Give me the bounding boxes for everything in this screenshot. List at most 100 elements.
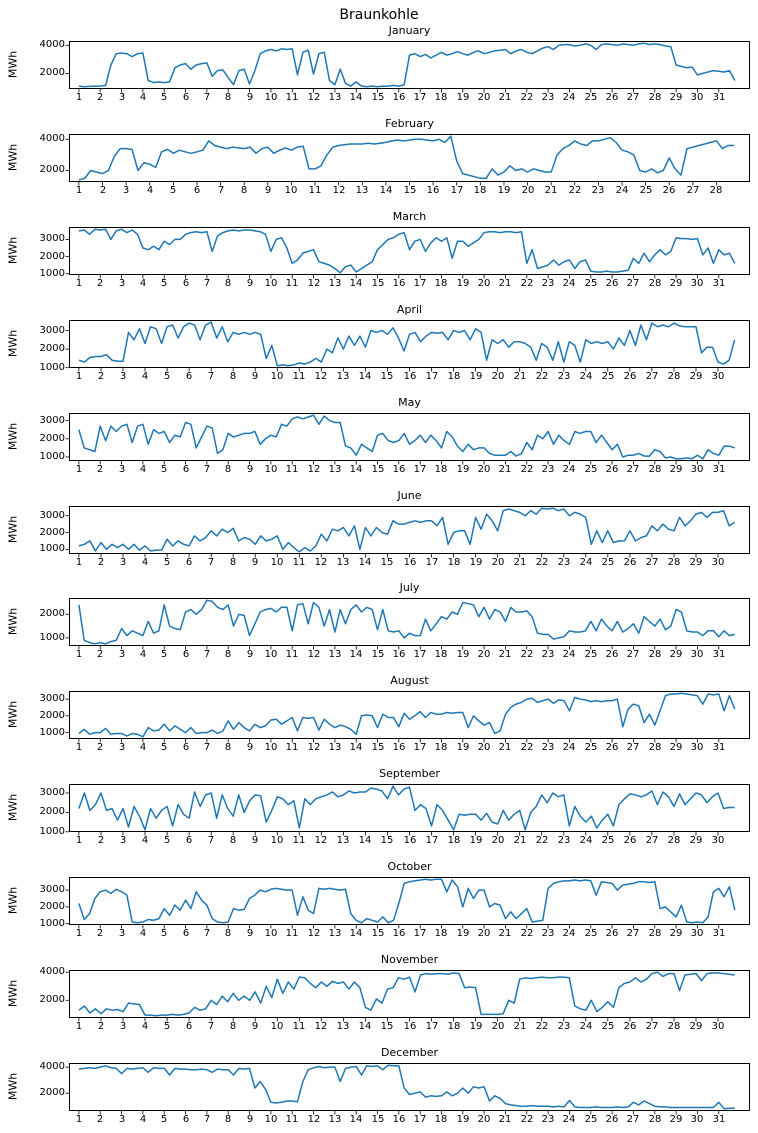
x-tick-label: 11 — [285, 742, 299, 753]
x-tick-label: 20 — [477, 464, 491, 475]
x-tick-label: 29 — [689, 371, 703, 382]
y-tick-label: 3000 — [39, 884, 65, 895]
x-tick-label: 25 — [584, 742, 598, 753]
x-tick-label: 16 — [392, 278, 406, 289]
plot-area — [65, 970, 750, 1022]
x-tick-label: 19 — [497, 185, 511, 196]
x-tick-label: 26 — [605, 278, 619, 289]
x-tick-label: 4 — [139, 92, 147, 103]
x-tick-label: 9 — [246, 742, 254, 753]
x-tick-label: 3 — [118, 1114, 126, 1125]
x-tick-label: 21 — [498, 928, 512, 939]
x-tick-label: 29 — [669, 1114, 683, 1125]
x-tick-label: 12 — [307, 464, 321, 475]
x-tick-label: 22 — [520, 464, 534, 475]
subplot-title: September — [379, 767, 440, 780]
x-tick-label: 18 — [434, 92, 448, 103]
x-tick-label: 10 — [264, 928, 278, 939]
x-tick-label: 25 — [584, 278, 598, 289]
axes-border — [69, 41, 750, 89]
tick-marks — [65, 792, 719, 836]
x-tick-label: 24 — [562, 649, 576, 660]
y-axis-label: MWh — [6, 143, 20, 172]
x-tick-label: 11 — [292, 1021, 306, 1032]
x-tick-label: 14 — [349, 928, 363, 939]
x-tick-label: 9 — [246, 464, 254, 475]
x-tick-label: 12 — [307, 1114, 321, 1125]
x-tick-label: 24 — [562, 928, 576, 939]
y-tick-label: 2000 — [39, 527, 65, 538]
x-tick-label: 19 — [456, 464, 470, 475]
x-tick-label: 8 — [229, 1021, 237, 1032]
x-tick-label: 1 — [75, 1114, 83, 1125]
x-tick-label: 26 — [605, 649, 619, 660]
x-tick-label: 17 — [413, 464, 427, 475]
x-tick-label: 26 — [605, 92, 619, 103]
x-tick-label: 20 — [477, 742, 491, 753]
plot-area — [65, 413, 750, 465]
x-tick-label: 7 — [203, 649, 211, 660]
x-tick-label: 9 — [264, 185, 272, 196]
x-tick-label: 2 — [97, 835, 105, 846]
x-tick-label: 18 — [447, 557, 461, 568]
x-tick-label: 3 — [119, 1021, 127, 1032]
x-tick-label: 29 — [669, 928, 683, 939]
x-tick-label: 24 — [579, 835, 593, 846]
x-tick-label: 15 — [380, 835, 394, 846]
x-tick-label: 19 — [469, 371, 483, 382]
x-tick-label: 23 — [541, 464, 555, 475]
subplot-title: October — [387, 860, 432, 873]
y-tick-label: 1000 — [39, 826, 65, 837]
x-tick-label: 16 — [403, 1021, 417, 1032]
x-tick-label: 22 — [520, 649, 534, 660]
x-tick-label: 12 — [307, 649, 321, 660]
x-tick-label: 26 — [623, 557, 637, 568]
y-tick-label: 2000 — [39, 806, 65, 817]
subplot-title: June — [397, 489, 422, 502]
tick-marks — [65, 698, 720, 743]
x-tick-label: 1 — [75, 742, 83, 753]
x-tick-label: 25 — [601, 557, 615, 568]
x-tick-label: 22 — [520, 278, 534, 289]
x-tick-label: 5 — [169, 185, 177, 196]
x-tick-label: 18 — [434, 928, 448, 939]
x-tick-label: 29 — [669, 649, 683, 660]
x-tick-label: 5 — [160, 92, 168, 103]
x-tick-label: 2 — [99, 185, 107, 196]
subplot-title: May — [398, 396, 421, 409]
y-tick-label: 2000 — [39, 901, 65, 912]
y-tick-label: 1000 — [39, 362, 65, 373]
x-tick-label: 11 — [285, 278, 299, 289]
x-tick-label: 21 — [513, 835, 527, 846]
x-tick-label: 1 — [75, 835, 83, 846]
x-tick-label: 4 — [141, 371, 149, 382]
x-tick-label: 28 — [667, 1021, 681, 1032]
x-tick-label: 23 — [557, 1021, 571, 1032]
plot-area — [65, 877, 750, 929]
x-tick-label: 11 — [285, 649, 299, 660]
x-tick-label: 3 — [118, 742, 126, 753]
x-tick-label: 6 — [182, 742, 190, 753]
subplot-march: March MWh 1 2 3 4 5 6 7 8 9 10 11 12 13 14 15 16 17 18 19 20 2… — [0, 210, 758, 303]
x-tick-label: 21 — [513, 1021, 527, 1032]
x-tick-label: 25 — [584, 1114, 598, 1125]
x-tick-label: 8 — [224, 278, 232, 289]
x-tick-label: 28 — [648, 464, 662, 475]
x-tick-label: 28 — [648, 742, 662, 753]
x-tick-label: 28 — [648, 1114, 662, 1125]
x-tick-label: 29 — [669, 278, 683, 289]
x-tick-label: 24 — [562, 464, 576, 475]
x-tick-label: 19 — [469, 835, 483, 846]
x-tick-label: 9 — [246, 649, 254, 660]
data-line — [78, 42, 736, 88]
x-tick-label: 11 — [292, 835, 306, 846]
x-tick-label: 23 — [541, 1114, 555, 1125]
x-tick-label: 16 — [392, 464, 406, 475]
x-tick-label: 3 — [118, 649, 126, 660]
x-tick-label: 19 — [469, 1021, 483, 1032]
x-tick-label: 12 — [314, 835, 328, 846]
y-tick-label: 4000 — [39, 39, 65, 50]
x-tick-label: 8 — [224, 1114, 232, 1125]
y-axis-label: MWh — [6, 515, 20, 544]
x-tick-label: 7 — [203, 92, 211, 103]
